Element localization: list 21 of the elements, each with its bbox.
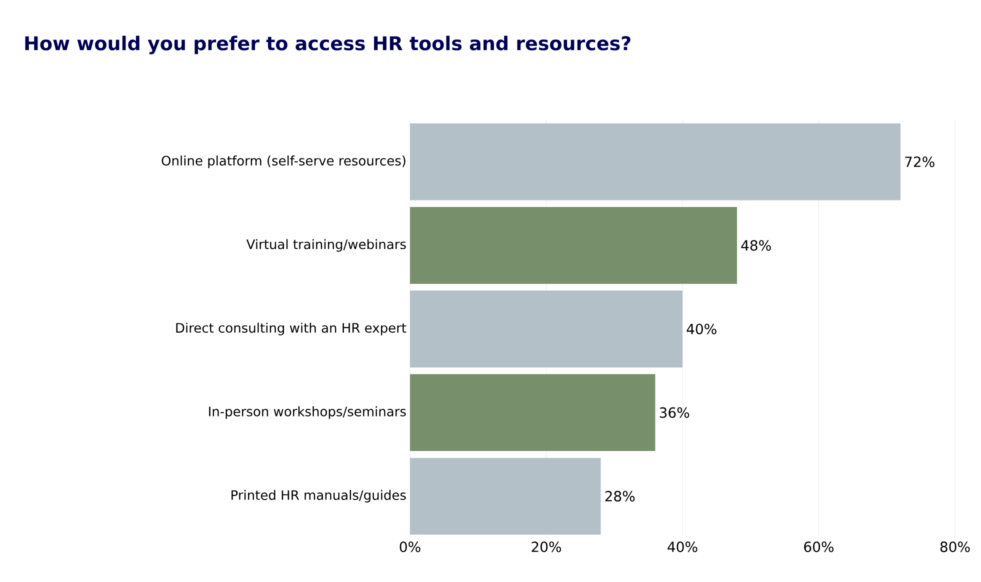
data-label: 72%	[905, 156, 934, 168]
y-tick-label: Virtual training/webinars	[246, 239, 406, 252]
data-label: 36%	[660, 407, 690, 418]
data-label: 48%	[741, 240, 771, 251]
data-label: 28%	[605, 490, 635, 502]
y-tick-label: In-person workshops/seminars	[209, 406, 406, 419]
y-tick-label: Online platform (self-serve resources)	[162, 156, 406, 168]
y-tick-label: Direct consulting with an HR expert	[176, 322, 406, 336]
x-tick-label: 80%	[940, 542, 970, 552]
bar	[410, 206, 738, 284]
bar	[410, 290, 683, 368]
x-tick-label: 40%	[668, 542, 698, 552]
x-tick-label: 0%	[400, 542, 420, 552]
x-tick-label: 20%	[532, 542, 562, 552]
bar	[410, 458, 601, 535]
x-tick-label: 60%	[804, 542, 834, 552]
chart-title: How would you prefer to access HR tools and resources?	[25, 36, 630, 54]
y-tick-label: Printed HR manuals/guides	[232, 490, 406, 502]
bar	[410, 123, 901, 200]
bar	[410, 374, 656, 452]
data-label: 40%	[686, 324, 716, 334]
